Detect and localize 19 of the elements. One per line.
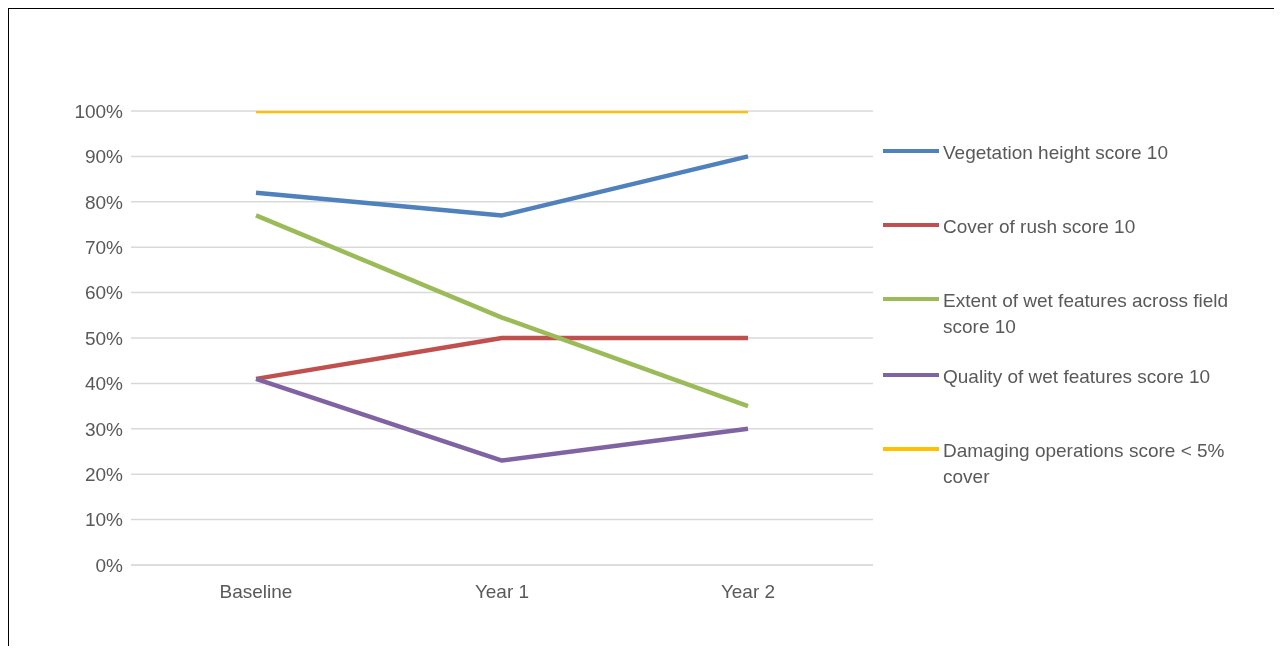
y-tick-label: 100% — [74, 100, 124, 122]
y-tick-label: 40% — [84, 373, 124, 395]
legend-label: Damaging operations score < 5% cover — [943, 439, 1226, 489]
legend-label: Quality of wet features score 10 — [943, 365, 1211, 389]
legend-label: Vegetation height score 10 — [943, 141, 1169, 165]
y-tick-label: 10% — [84, 509, 124, 531]
x-tick-label: Baseline — [219, 581, 293, 603]
y-tick-label: 30% — [84, 418, 124, 440]
y-tick-label: 60% — [84, 282, 124, 304]
y-tick-label: 50% — [84, 327, 124, 349]
legend-label: Extent of wet features across field score 10 — [943, 289, 1230, 339]
y-tick-label: 90% — [84, 146, 124, 168]
x-tick-label: Year 1 — [474, 581, 530, 603]
y-tick-label: 0% — [95, 554, 124, 576]
y-tick-label: 20% — [84, 463, 124, 485]
x-tick-label: Year 2 — [720, 581, 776, 603]
y-tick-label: 80% — [84, 191, 124, 213]
legend-label: Cover of rush score 10 — [943, 215, 1136, 239]
y-tick-label: 70% — [84, 236, 124, 258]
